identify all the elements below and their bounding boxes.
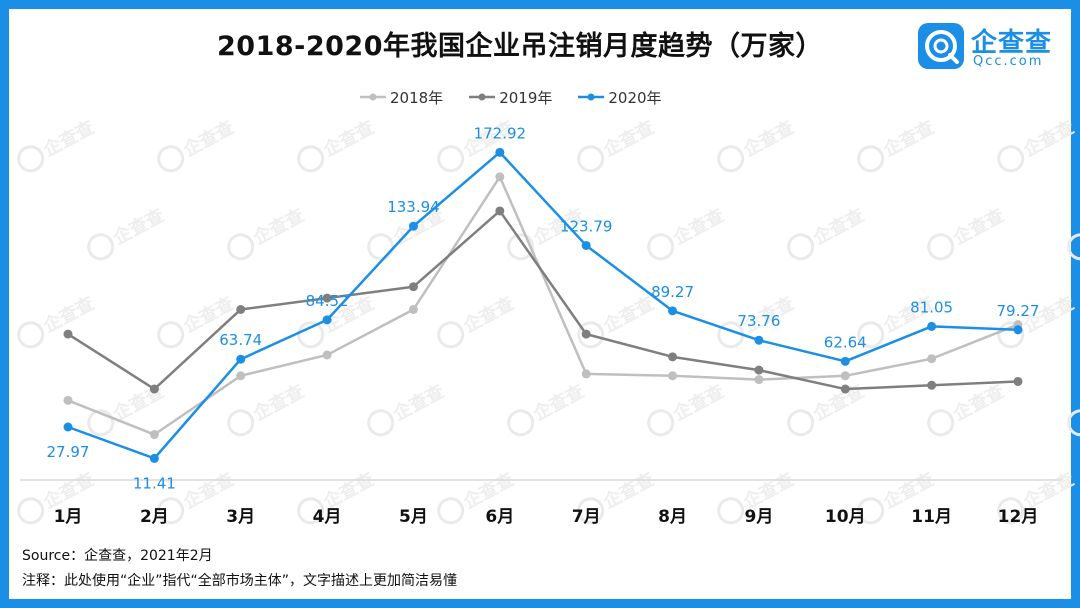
legend-swatch-0 — [360, 93, 386, 101]
series-1-point-5 — [495, 206, 505, 216]
x-tick-label-0: 1月 — [54, 507, 83, 527]
series-2-data-label-7: 89.27 — [651, 283, 694, 301]
legend-item-2: 2020年 — [578, 87, 662, 108]
x-tick-label-9: 10月 — [825, 507, 866, 527]
series-2-data-label-1: 11.41 — [133, 474, 176, 492]
series-2-point-4 — [408, 221, 418, 231]
series-1-point-11 — [1013, 376, 1023, 386]
series-1-point-1 — [149, 384, 159, 394]
series-0-point-6 — [581, 369, 591, 379]
legend-label-2: 2020年 — [608, 88, 662, 107]
source-note: Source：企查查，2021年2月 — [22, 548, 213, 564]
legend-item-1: 2019年 — [469, 87, 552, 108]
series-1-point-4 — [408, 282, 418, 292]
frame-left — [0, 0, 9, 608]
series-0-point-3 — [322, 350, 332, 360]
footnote: 注释：此处使用“企业”指代“全部市场主体”，文字描述上更加简洁易懂 — [22, 573, 458, 589]
series-2-data-label-6: 123.79 — [560, 217, 613, 235]
frame-top — [0, 0, 1080, 9]
x-tick-label-7: 8月 — [658, 507, 687, 527]
series-0-point-9 — [840, 371, 850, 381]
series-2-point-10 — [927, 321, 937, 331]
series-1-point-2 — [236, 304, 246, 314]
series-2-data-label-0: 27.97 — [47, 443, 90, 461]
series-2-data-label-9: 62.64 — [824, 333, 867, 351]
x-tick-label-11: 12月 — [998, 507, 1039, 527]
x-tick-label-3: 4月 — [313, 507, 342, 527]
series-line-2 — [67, 151, 1019, 460]
series-2-point-6 — [581, 240, 591, 250]
x-tick-label-6: 7月 — [572, 507, 601, 527]
series-1-point-7 — [668, 352, 678, 362]
brand-logo: 企查查 Qcc.com — [917, 22, 1067, 74]
series-2-point-1 — [149, 453, 159, 463]
series-2-point-11 — [1013, 325, 1023, 335]
x-tick-label-4: 5月 — [399, 507, 428, 527]
frame-right — [1071, 0, 1080, 608]
series-1-point-0 — [63, 329, 73, 339]
series-1-point-6 — [581, 329, 591, 339]
series-2-point-2 — [236, 354, 246, 364]
x-tick-label-2: 3月 — [226, 507, 255, 527]
x-tick-label-1: 2月 — [140, 507, 169, 527]
x-tick-label-10: 11月 — [911, 507, 952, 527]
series-1-point-3 — [322, 293, 332, 303]
brand-name: 企查查 — [971, 28, 1053, 58]
series-1-point-9 — [840, 384, 850, 394]
series-line-1 — [67, 209, 1019, 391]
x-tick-label-5: 6月 — [485, 507, 514, 527]
series-0-point-1 — [149, 430, 159, 440]
series-2-point-3 — [322, 315, 332, 325]
series-2-point-9 — [840, 356, 850, 366]
brand-logo-icon — [918, 23, 964, 69]
brand-domain: Qcc.com — [973, 54, 1044, 69]
series-2-data-label-11: 79.27 — [997, 302, 1040, 320]
series-0-point-0 — [63, 395, 73, 405]
series-0-point-8 — [754, 375, 764, 385]
series-2-point-5 — [495, 147, 505, 157]
legend-label-0: 2018年 — [390, 88, 444, 107]
series-2-data-label-2: 63.74 — [219, 331, 262, 349]
series-0-point-10 — [927, 354, 937, 364]
series-2-point-7 — [668, 306, 678, 316]
series-0-point-7 — [668, 371, 678, 381]
series-1-point-10 — [927, 380, 937, 390]
series-0-point-5 — [495, 172, 505, 182]
series-0-point-4 — [408, 304, 418, 314]
frame-bottom — [0, 599, 1080, 608]
legend-item-0: 2018年 — [360, 87, 443, 108]
series-2-data-label-4: 133.94 — [387, 198, 440, 216]
legend-label-1: 2019年 — [499, 88, 553, 107]
series-2-data-label-5: 172.92 — [474, 124, 527, 142]
series-2-point-8 — [754, 335, 764, 345]
legend-swatch-1 — [469, 93, 496, 101]
x-tick-label-8: 9月 — [744, 507, 773, 527]
chart-title: 2018-2020年我国企业吊注销月度趋势（万家） — [217, 31, 823, 62]
series-2-data-label-8: 73.76 — [737, 312, 780, 330]
series-1-point-8 — [754, 365, 764, 375]
legend-swatch-2 — [578, 93, 605, 101]
series-line-0 — [67, 175, 1019, 436]
legend: 2018年 2019年 2020年 — [360, 86, 662, 108]
series-2-point-0 — [63, 422, 73, 432]
series-0-point-2 — [236, 371, 246, 381]
series-2-data-label-3: 84.52 — [306, 292, 349, 310]
series-2-data-label-10: 81.05 — [910, 298, 953, 316]
